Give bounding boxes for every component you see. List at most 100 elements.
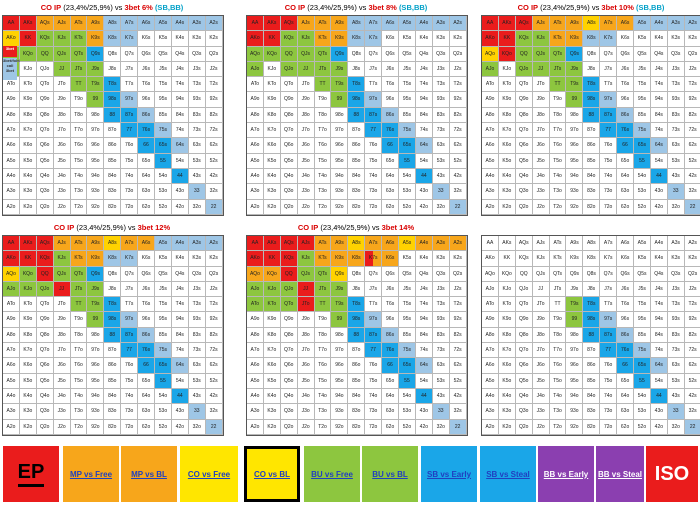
hand-cell-J3o[interactable]: J3o	[532, 184, 550, 200]
hand-cell-A2o[interactable]: A2o	[247, 199, 264, 215]
hand-cell-Q2s[interactable]: Q2s	[684, 267, 700, 282]
hand-cell-93s[interactable]: 93s	[188, 92, 206, 108]
hand-cell-53s[interactable]: 53s	[432, 373, 450, 389]
hand-cell-A8s[interactable]: A8s	[348, 236, 366, 252]
hand-cell-Q6s[interactable]: Q6s	[617, 266, 635, 282]
hand-cell-J2s[interactable]: J2s	[205, 281, 223, 298]
hand-cell-T5o[interactable]: T5o	[70, 373, 88, 389]
hand-cell-92o[interactable]: 92o	[87, 199, 105, 215]
hand-cell-QJs[interactable]: QJs	[53, 266, 71, 282]
hand-cell-J2s[interactable]: J2s	[684, 62, 700, 78]
hand-cell-Q9s[interactable]: Q9s	[87, 266, 105, 282]
hand-cell-A3o[interactable]: A3o	[3, 404, 20, 420]
hand-cell-65o[interactable]: 65o	[138, 373, 156, 389]
hand-cell-54o[interactable]: 54o	[155, 388, 172, 405]
hand-cell-75s[interactable]: 75s	[399, 123, 416, 139]
hand-cell-J5s[interactable]: J5s	[634, 281, 651, 298]
hand-cell-84s[interactable]: 84s	[650, 327, 668, 344]
hand-cell-J6s[interactable]: J6s	[617, 281, 635, 298]
hand-cell-96s[interactable]: 96s	[617, 312, 635, 328]
hand-cell-T7s[interactable]: T7s	[121, 297, 139, 313]
hand-cell-J6s[interactable]: J6s	[382, 61, 400, 78]
hand-cell-J7s[interactable]: J7s	[365, 61, 383, 78]
hand-cell-33[interactable]: 33	[188, 404, 206, 420]
hand-cell-97s[interactable]: 97s	[121, 312, 139, 328]
hand-cell-A6s[interactable]: A6s	[138, 236, 156, 252]
hand-cell-T9o[interactable]: T9o	[70, 92, 88, 108]
hand-cell-74o[interactable]: 74o	[365, 168, 383, 185]
hand-cell-Q8o[interactable]: Q8o	[515, 327, 533, 344]
hand-cell-93s[interactable]: 93s	[667, 92, 685, 108]
hand-cell-A6o[interactable]: A6o	[247, 138, 264, 154]
hand-cell-K8s[interactable]: K8s	[583, 251, 601, 267]
hand-cell-QTs[interactable]: QTs	[314, 266, 332, 282]
hand-cell-K4o[interactable]: K4o	[19, 388, 37, 405]
hand-cell-J4s[interactable]: J4s	[171, 281, 189, 298]
hand-cell-J2o[interactable]: J2o	[532, 199, 550, 215]
hand-cell-32o[interactable]: 32o	[667, 419, 685, 435]
hand-cell-95o[interactable]: 95o	[87, 373, 105, 389]
hand-cell-74s[interactable]: 74s	[650, 123, 668, 139]
hand-cell-95s[interactable]: 95s	[634, 312, 651, 328]
hand-cell-Q5s[interactable]: Q5s	[155, 46, 172, 62]
hand-cell-AJo[interactable]: AJo	[247, 61, 264, 78]
hand-cell-88[interactable]: 88	[583, 107, 601, 124]
hand-cell-Q8o[interactable]: Q8o	[36, 107, 54, 124]
hand-cell-55[interactable]: 55	[399, 153, 416, 169]
hand-cell-Q6o[interactable]: Q6o	[515, 138, 533, 154]
hand-cell-AQo[interactable]: AQo	[3, 266, 20, 282]
hand-cell-J7s[interactable]: J7s	[600, 281, 618, 298]
hand-cell-K7o[interactable]: K7o	[498, 343, 516, 359]
hand-cell-QQ[interactable]: QQ	[36, 46, 54, 62]
hand-cell-88[interactable]: 88	[104, 327, 122, 344]
hand-cell-85s[interactable]: 85s	[634, 327, 651, 344]
hand-cell-55[interactable]: 55	[634, 153, 651, 169]
hand-cell-AQs[interactable]: AQs	[280, 236, 298, 252]
hand-cell-QTo[interactable]: QTo	[280, 77, 298, 93]
hand-cell-ATs[interactable]: ATs	[549, 16, 567, 32]
nav-button-sb-vs-steal[interactable]: SB vs Steal	[480, 446, 536, 502]
hand-cell-T4o[interactable]: T4o	[70, 388, 88, 405]
hand-cell-K7s[interactable]: K7s	[600, 31, 618, 47]
hand-cell-Q8s[interactable]: Q8s	[104, 46, 122, 62]
hand-cell-J7o[interactable]: J7o	[297, 123, 315, 139]
hand-cell-73s[interactable]: 73s	[667, 343, 685, 359]
hand-cell-T5s[interactable]: T5s	[399, 297, 416, 313]
hand-cell-63s[interactable]: 63s	[667, 138, 685, 154]
hand-cell-AKs[interactable]: AKs	[19, 16, 37, 32]
hand-cell-64o[interactable]: 64o	[382, 168, 400, 185]
hand-cell-A5s[interactable]: A5s	[155, 16, 172, 32]
hand-cell-83s[interactable]: 83s	[667, 327, 685, 344]
hand-cell-32s[interactable]: 32s	[684, 184, 700, 200]
hand-cell-75s[interactable]: 75s	[634, 343, 651, 359]
hand-cell-64s[interactable]: 64s	[171, 138, 189, 154]
hand-cell-A9o[interactable]: A9o	[482, 92, 499, 108]
hand-cell-KK[interactable]: KK	[19, 31, 37, 47]
hand-cell-A6o[interactable]: A6o	[482, 138, 499, 154]
hand-cell-K4o[interactable]: K4o	[19, 168, 37, 185]
hand-cell-97s[interactable]: 97s	[121, 92, 139, 108]
hand-cell-83o[interactable]: 83o	[583, 404, 601, 420]
hand-cell-T8s[interactable]: T8s	[348, 297, 366, 313]
hand-cell-KJs[interactable]: KJs	[297, 31, 315, 47]
hand-cell-KQo[interactable]: KQo	[19, 46, 37, 62]
hand-cell-AKo[interactable]: AKo	[247, 251, 264, 267]
hand-cell-KQs[interactable]: KQs	[280, 31, 298, 47]
hand-cell-Q9o[interactable]: Q9o	[36, 92, 54, 108]
hand-cell-T9s[interactable]: T9s	[331, 77, 349, 93]
hand-cell-QJo[interactable]: QJo	[280, 281, 298, 298]
hand-cell-73s[interactable]: 73s	[188, 123, 206, 139]
hand-cell-AKs[interactable]: AKs	[263, 16, 281, 32]
hand-cell-KTs[interactable]: KTs	[549, 251, 567, 267]
hand-cell-87o[interactable]: 87o	[104, 123, 122, 139]
hand-cell-J4o[interactable]: J4o	[53, 388, 71, 405]
hand-cell-95s[interactable]: 95s	[155, 312, 172, 328]
hand-cell-53o[interactable]: 53o	[399, 184, 416, 200]
hand-cell-A6s[interactable]: A6s	[382, 236, 400, 252]
hand-cell-73o[interactable]: 73o	[600, 404, 618, 420]
hand-cell-63s[interactable]: 63s	[188, 358, 206, 374]
hand-cell-94o[interactable]: 94o	[566, 168, 584, 185]
hand-cell-A5o[interactable]: A5o	[482, 373, 499, 389]
hand-cell-AKs[interactable]: AKs	[263, 236, 281, 252]
hand-cell-43o[interactable]: 43o	[415, 184, 433, 200]
